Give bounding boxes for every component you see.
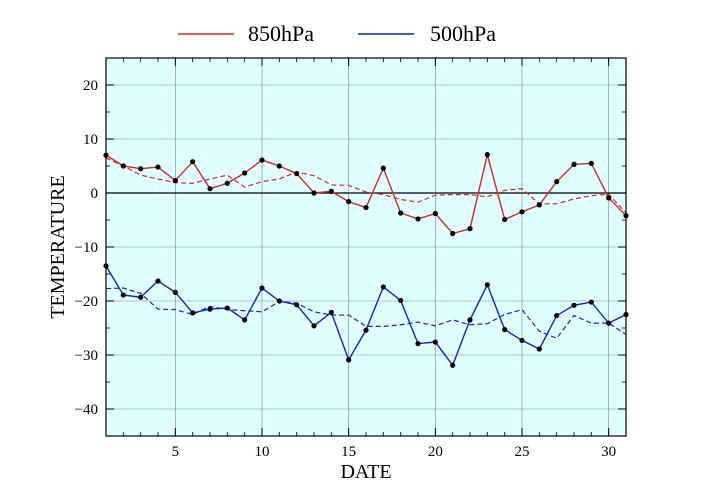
x-tick-label-15: 15 (341, 444, 356, 460)
data-point-500hpa (328, 309, 334, 315)
data-point-850hpa (380, 165, 386, 171)
series-500hpa (103, 263, 629, 368)
legend-label-500hpa: 500hPa (430, 21, 496, 46)
data-point-500hpa (415, 341, 421, 347)
data-point-500hpa (502, 327, 508, 333)
data-point-850hpa (519, 209, 525, 215)
data-point-850hpa (294, 170, 300, 177)
x-axis-label: DATE (340, 461, 391, 483)
x-tick-label-20: 20 (428, 444, 443, 460)
data-point-850hpa (242, 170, 248, 176)
data-point-500hpa (120, 292, 126, 298)
data-point-500hpa (484, 282, 490, 288)
legend: 850hPa 500hPa (178, 21, 496, 46)
data-point-500hpa (138, 294, 144, 300)
x-tick-label-10: 10 (255, 444, 270, 460)
data-point-500hpa (606, 320, 612, 326)
data-point-850hpa (172, 177, 178, 184)
data-point-500hpa (432, 339, 438, 345)
y-tick-label--30: −30 (75, 348, 98, 364)
legend-label-850hpa: 850hPa (248, 21, 314, 46)
data-point-850hpa (415, 216, 421, 222)
y-tick-label-20: 20 (83, 78, 98, 94)
data-point-850hpa (398, 210, 404, 216)
data-point-850hpa (606, 195, 612, 201)
data-point-850hpa (484, 152, 490, 158)
data-point-850hpa (276, 163, 282, 169)
major-ticks (106, 58, 626, 436)
data-point-850hpa (207, 186, 213, 192)
data-point-850hpa (138, 166, 144, 172)
data-point-500hpa (155, 278, 161, 284)
y-tick-label-10: 10 (83, 132, 98, 148)
data-point-500hpa (398, 297, 404, 304)
data-point-500hpa (467, 317, 473, 323)
data-point-850hpa (467, 226, 473, 232)
data-point-500hpa (450, 362, 456, 368)
data-point-500hpa (380, 284, 386, 290)
y-axis-label: TEMPERATURE (47, 175, 69, 318)
x-tick-label-25: 25 (515, 444, 530, 460)
data-point-850hpa (588, 160, 594, 166)
data-point-500hpa (224, 305, 230, 311)
data-point-850hpa (571, 161, 577, 167)
data-point-850hpa (432, 210, 438, 217)
data-point-850hpa (120, 163, 126, 169)
data-point-500hpa (571, 302, 577, 308)
data-point-500hpa (346, 357, 352, 363)
data-point-850hpa (224, 180, 230, 186)
y-tick-label--40: −40 (75, 402, 98, 418)
data-point-500hpa (276, 298, 282, 304)
data-point-850hpa (363, 204, 369, 211)
data-point-850hpa (155, 164, 161, 170)
data-point-850hpa (536, 202, 542, 208)
series-normal-line-500hpa (105, 287, 627, 339)
data-point-850hpa (450, 230, 456, 237)
data-point-500hpa (242, 317, 248, 323)
data-point-500hpa (588, 299, 594, 305)
data-point-500hpa (259, 285, 265, 291)
data-point-500hpa (519, 337, 525, 344)
y-tick-label--10: −10 (75, 240, 98, 256)
y-tick-labels: −40 −30 −20 −10 0 10 20 (75, 78, 98, 418)
x-tick-label-5: 5 (172, 444, 180, 460)
data-point-850hpa (502, 216, 508, 223)
data-point-850hpa (346, 199, 352, 205)
data-point-850hpa (311, 190, 317, 196)
data-point-500hpa (190, 310, 196, 316)
data-point-500hpa (294, 302, 300, 308)
series-850hpa (103, 152, 629, 237)
data-point-500hpa (207, 306, 213, 312)
series-layer (103, 152, 629, 368)
data-point-850hpa (328, 188, 334, 194)
x-tick-label-30: 30 (601, 444, 616, 460)
data-point-850hpa (259, 157, 265, 163)
data-point-500hpa (311, 323, 317, 329)
data-point-500hpa (554, 312, 560, 319)
y-tick-label--20: −20 (75, 294, 98, 310)
data-point-500hpa (172, 289, 178, 295)
data-point-850hpa (190, 159, 196, 165)
data-point-500hpa (536, 346, 542, 352)
data-point-850hpa (554, 179, 560, 185)
x-tick-labels: 5 10 15 20 25 30 (172, 444, 617, 460)
y-tick-label-0: 0 (91, 186, 99, 202)
data-point-500hpa (363, 327, 369, 333)
